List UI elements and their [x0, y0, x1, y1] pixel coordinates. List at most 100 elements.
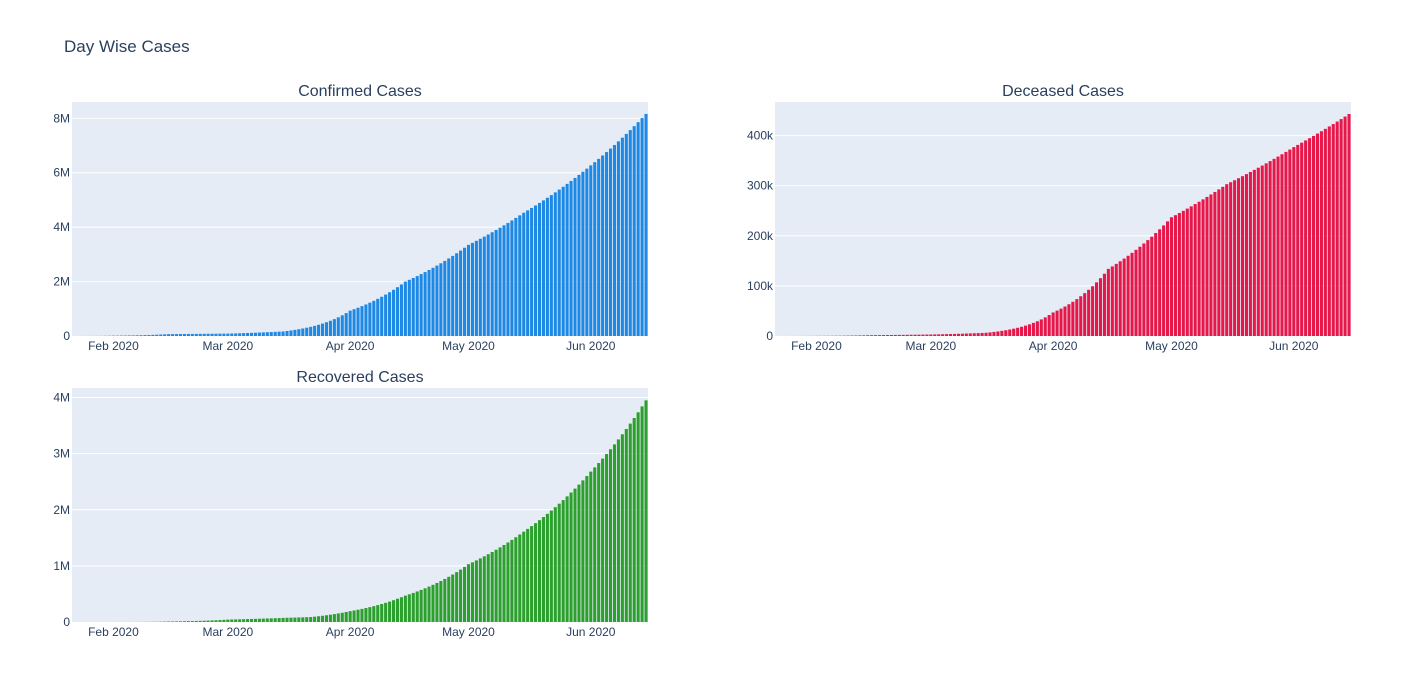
- bar[interactable]: [1276, 156, 1280, 336]
- bar[interactable]: [1035, 321, 1039, 336]
- bar[interactable]: [447, 576, 451, 622]
- bar[interactable]: [537, 202, 542, 336]
- bar[interactable]: [439, 580, 443, 622]
- bar[interactable]: [1197, 201, 1201, 336]
- bar[interactable]: [392, 289, 396, 336]
- bar[interactable]: [384, 294, 388, 336]
- bar[interactable]: [601, 458, 605, 622]
- bar[interactable]: [269, 618, 273, 622]
- bar[interactable]: [431, 584, 435, 622]
- bar[interactable]: [167, 621, 171, 622]
- bar[interactable]: [878, 335, 882, 336]
- bar[interactable]: [281, 617, 285, 622]
- bar[interactable]: [1268, 161, 1272, 336]
- bar[interactable]: [463, 247, 467, 336]
- bar[interactable]: [1051, 312, 1055, 336]
- bar[interactable]: [510, 539, 514, 622]
- bar[interactable]: [581, 171, 585, 336]
- bar[interactable]: [392, 600, 396, 622]
- bar[interactable]: [1079, 296, 1083, 336]
- bar[interactable]: [616, 439, 620, 622]
- bar[interactable]: [285, 330, 289, 336]
- bar[interactable]: [628, 423, 632, 622]
- bar[interactable]: [1091, 286, 1095, 336]
- bar[interactable]: [324, 615, 329, 622]
- bar[interactable]: [186, 333, 190, 336]
- bar[interactable]: [620, 137, 624, 336]
- bar[interactable]: [1319, 131, 1323, 336]
- bar[interactable]: [388, 292, 392, 336]
- bar[interactable]: [1110, 266, 1114, 336]
- bar[interactable]: [222, 333, 226, 336]
- bar[interactable]: [608, 148, 613, 336]
- bar[interactable]: [1166, 221, 1170, 336]
- bar[interactable]: [1106, 268, 1110, 336]
- bar[interactable]: [549, 510, 553, 622]
- bar[interactable]: [238, 333, 242, 336]
- bar[interactable]: [301, 617, 305, 622]
- bar[interactable]: [870, 335, 874, 336]
- bar[interactable]: [1311, 135, 1316, 336]
- bar[interactable]: [265, 618, 269, 622]
- bar[interactable]: [644, 113, 648, 336]
- bar[interactable]: [1205, 196, 1209, 336]
- bar[interactable]: [498, 547, 502, 622]
- bar[interactable]: [913, 334, 917, 336]
- bar[interactable]: [289, 617, 293, 622]
- bar[interactable]: [320, 615, 325, 622]
- bar[interactable]: [1308, 138, 1312, 336]
- bar[interactable]: [257, 332, 261, 336]
- bar[interactable]: [605, 453, 609, 622]
- bar[interactable]: [368, 607, 372, 622]
- bar[interactable]: [407, 279, 411, 336]
- bar[interactable]: [407, 594, 411, 622]
- bar[interactable]: [585, 168, 589, 336]
- bar[interactable]: [917, 334, 921, 336]
- bar[interactable]: [297, 329, 301, 336]
- bar[interactable]: [399, 597, 403, 622]
- bar[interactable]: [929, 334, 933, 337]
- bar[interactable]: [601, 155, 605, 336]
- bar[interactable]: [238, 619, 242, 622]
- bar[interactable]: [265, 332, 269, 336]
- bar[interactable]: [403, 595, 407, 622]
- bar[interactable]: [522, 212, 526, 336]
- bar[interactable]: [498, 227, 502, 336]
- bar[interactable]: [395, 598, 400, 622]
- bar[interactable]: [368, 302, 372, 336]
- bar[interactable]: [486, 554, 490, 622]
- bar[interactable]: [234, 619, 238, 622]
- bar[interactable]: [874, 335, 878, 336]
- bar[interactable]: [506, 222, 510, 336]
- bar[interactable]: [502, 544, 506, 622]
- bar[interactable]: [1154, 233, 1158, 336]
- bar[interactable]: [352, 610, 356, 622]
- bar[interactable]: [541, 200, 545, 336]
- bar[interactable]: [1087, 289, 1091, 336]
- bar[interactable]: [1272, 158, 1276, 336]
- bar[interactable]: [1016, 327, 1020, 336]
- bar[interactable]: [866, 335, 870, 336]
- bar[interactable]: [313, 325, 317, 336]
- bar[interactable]: [376, 605, 380, 622]
- bar[interactable]: [206, 620, 210, 622]
- bar[interactable]: [190, 621, 194, 622]
- bar[interactable]: [545, 513, 549, 622]
- bar[interactable]: [636, 412, 640, 622]
- bar[interactable]: [945, 334, 949, 336]
- bar[interactable]: [171, 621, 175, 622]
- bar[interactable]: [399, 284, 403, 336]
- bar[interactable]: [937, 334, 941, 336]
- bar[interactable]: [143, 335, 147, 336]
- bar[interactable]: [565, 496, 569, 622]
- bar[interactable]: [561, 186, 565, 336]
- bar[interactable]: [336, 613, 340, 622]
- bar[interactable]: [380, 603, 384, 622]
- bar[interactable]: [1189, 206, 1193, 336]
- bar[interactable]: [320, 323, 325, 336]
- bar[interactable]: [968, 333, 972, 336]
- bar[interactable]: [996, 331, 1000, 336]
- bar[interactable]: [360, 608, 364, 622]
- bar[interactable]: [210, 333, 214, 336]
- bar[interactable]: [1244, 174, 1248, 336]
